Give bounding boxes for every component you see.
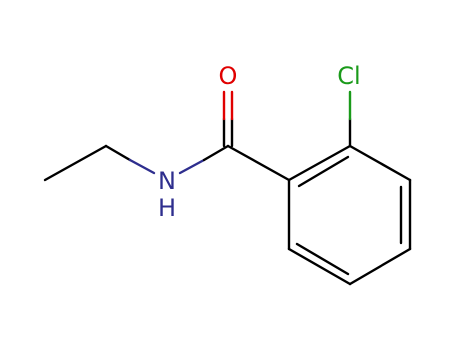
bond <box>226 144 291 182</box>
bond <box>297 155 350 188</box>
bond <box>43 144 108 182</box>
atom-label: Cl <box>337 62 360 90</box>
atom-label: N <box>158 167 176 195</box>
atom-label: H <box>158 194 176 222</box>
bond <box>287 144 352 182</box>
bond <box>287 247 352 286</box>
bond <box>202 144 230 162</box>
bond <box>104 144 132 162</box>
bond <box>348 144 412 182</box>
bond <box>178 158 206 175</box>
bond <box>348 247 412 286</box>
atom-label: O <box>219 62 238 90</box>
bond <box>295 242 350 276</box>
bond <box>128 158 156 175</box>
